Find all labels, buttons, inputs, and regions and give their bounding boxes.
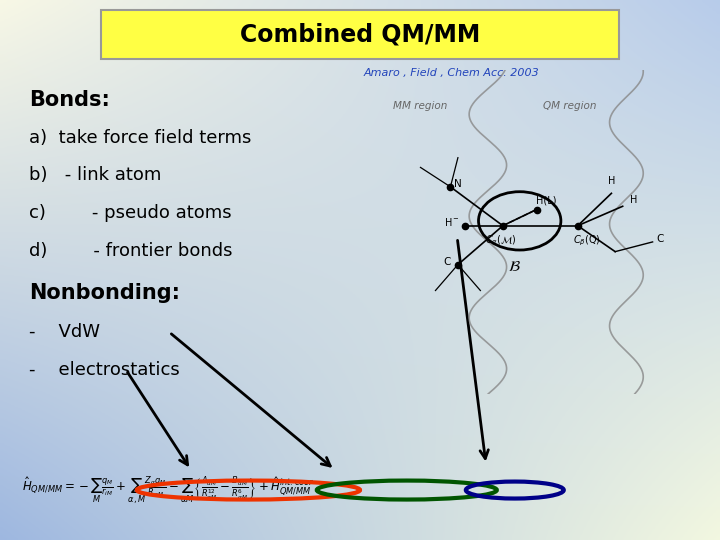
Text: a)  take force field terms: a) take force field terms [29, 129, 251, 147]
Text: H$^-$: H$^-$ [444, 215, 460, 228]
Text: C: C [657, 234, 664, 244]
Text: H: H [630, 195, 638, 205]
Text: $\hat{H}_{QM/MM} = -\sum_M \frac{q_M}{r_{iM}} + \sum_{\alpha,M} \frac{Z_\alpha q: $\hat{H}_{QM/MM} = -\sum_M \frac{q_M}{r_… [22, 474, 314, 506]
Text: H(L): H(L) [536, 195, 556, 205]
Text: c)        - pseudo atoms: c) - pseudo atoms [29, 204, 231, 222]
Text: Amaro , Field , Chem Acc. 2003: Amaro , Field , Chem Acc. 2003 [364, 68, 539, 78]
Text: -    VdW: - VdW [29, 323, 100, 341]
FancyBboxPatch shape [101, 10, 619, 59]
Text: d)        - frontier bonds: d) - frontier bonds [29, 242, 233, 260]
Text: H: H [608, 176, 615, 186]
Text: C: C [443, 256, 451, 267]
Text: MM region: MM region [393, 101, 448, 111]
Text: N: N [454, 179, 462, 189]
Text: Combined QM/MM: Combined QM/MM [240, 22, 480, 46]
Text: b)   - link atom: b) - link atom [29, 166, 161, 185]
Text: QM region: QM region [544, 101, 597, 111]
Text: $C_\alpha$($\mathcal{M}$): $C_\alpha$($\mathcal{M}$) [485, 234, 517, 247]
Text: Bonds:: Bonds: [29, 90, 109, 110]
Text: $C_\beta$(Q): $C_\beta$(Q) [573, 234, 601, 248]
Text: Nonbonding:: Nonbonding: [29, 282, 180, 303]
Text: -    electrostatics: - electrostatics [29, 361, 179, 379]
Text: $\mathcal{B}$: $\mathcal{B}$ [508, 259, 521, 274]
